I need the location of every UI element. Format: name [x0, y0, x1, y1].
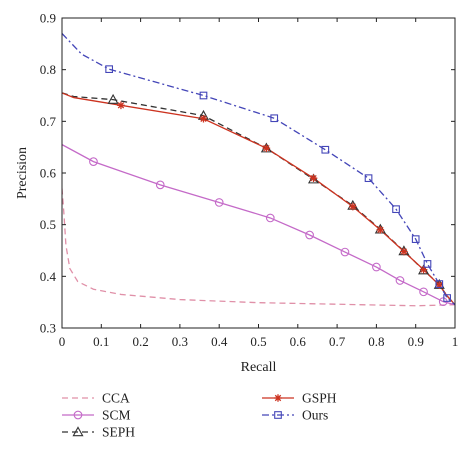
legend-marker-scm	[73, 410, 83, 420]
series-layer	[62, 33, 455, 307]
series-marker-gsph	[349, 202, 357, 211]
series-marker-gsph	[400, 247, 408, 256]
x-tick-label: 0.2	[132, 334, 148, 349]
series-marker-ours	[270, 114, 279, 123]
y-tick-label: 0.4	[40, 269, 57, 284]
series-marker-gsph	[262, 144, 271, 152]
series-marker-ours	[411, 235, 420, 243]
series-line-gsph	[62, 92, 455, 306]
series-marker-ours	[423, 260, 432, 268]
series-marker-gsph	[309, 174, 318, 182]
series-line-seph	[62, 92, 455, 306]
legend-marker-gsph	[274, 394, 282, 402]
axis-layer: 0 0.1 0.2 0.3 0.4 0.5 0.6 0.7 0.8 0.9 1 0.3 0.4 0.5 0.…	[40, 11, 459, 350]
legend-marker-ours	[274, 411, 282, 419]
series-marker-ours	[392, 205, 400, 214]
legend-label-scm: SCM	[102, 408, 131, 423]
x-tick-label: 0.5	[250, 334, 266, 349]
x-tick-label: 0.4	[211, 334, 228, 349]
series-marker-scm	[89, 157, 98, 166]
y-tick-label: 0.8	[40, 62, 56, 77]
y-tick-label: 0.3	[40, 321, 56, 336]
marker-layer	[89, 65, 451, 307]
legend-label-seph: SEPH	[102, 425, 135, 440]
series-marker-gsph	[419, 265, 428, 274]
x-axis-title: Recall	[241, 360, 277, 375]
x-tick-label: 0.3	[172, 334, 188, 349]
series-marker-ours	[435, 280, 444, 288]
series-marker-scm	[265, 213, 275, 223]
series-marker-scm	[340, 247, 350, 257]
series-marker-gsph	[376, 226, 385, 234]
series-line-cca	[62, 188, 455, 307]
series-marker-scm	[372, 262, 381, 272]
x-tick-label: 0.7	[329, 334, 346, 349]
legend-item-cca: CCA	[62, 391, 130, 406]
series-marker-ours	[364, 174, 373, 183]
series-marker-scm	[419, 287, 428, 297]
x-tick-label: 1	[452, 334, 459, 349]
x-tick-label: 0.8	[368, 334, 384, 349]
legend-marker-seph	[72, 426, 84, 437]
series-marker-ours	[105, 65, 114, 73]
x-tick-label: 0	[59, 334, 66, 349]
y-tick-label: 0.6	[40, 166, 57, 181]
x-tick-label: 0.1	[93, 334, 109, 349]
x-tick-label: 0.6	[290, 334, 307, 349]
x-tick-label: 0.9	[408, 334, 424, 349]
series-marker-gsph	[199, 114, 208, 123]
series-marker-gsph	[435, 281, 444, 289]
y-tick-label: 0.7	[40, 114, 57, 129]
legend: CCA SCM SEPH GSPH Ours	[62, 391, 337, 440]
y-axis-title: Precision	[15, 147, 30, 199]
legend-item-seph: SEPH	[62, 425, 135, 440]
legend-item-ours: Ours	[262, 408, 328, 423]
series-line-ours	[62, 33, 455, 306]
legend-label-ours: Ours	[302, 408, 328, 423]
legend-item-gsph: GSPH	[262, 391, 337, 406]
series-marker-seph	[107, 93, 119, 104]
series-marker-scm	[214, 198, 224, 207]
legend-label-cca: CCA	[102, 391, 130, 406]
series-marker-ours	[443, 294, 451, 302]
series-marker-gsph	[117, 101, 125, 110]
y-tick-label: 0.5	[40, 217, 56, 232]
series-marker-scm	[305, 230, 314, 240]
series-marker-ours	[321, 145, 330, 154]
series-marker-scm	[155, 180, 165, 190]
series-marker-ours	[199, 91, 208, 100]
y-tick-label: 0.9	[40, 11, 56, 26]
legend-item-scm: SCM	[62, 408, 131, 423]
legend-label-gsph: GSPH	[302, 391, 337, 406]
series-marker-scm	[395, 276, 405, 285]
